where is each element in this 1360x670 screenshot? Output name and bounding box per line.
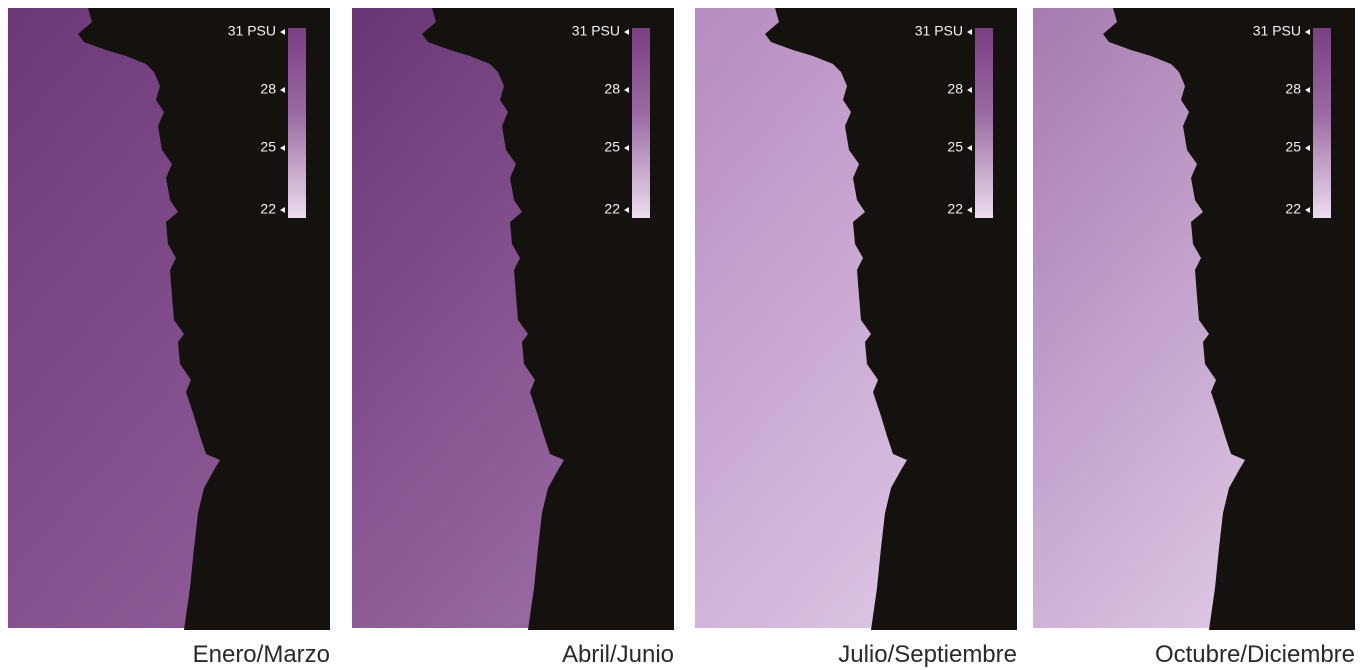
map-figure: 31 PSU 28 25 22 Enero/Marzo 31 PSU 28 25 22 Abril…	[0, 0, 1360, 670]
colorbar-label: 22	[604, 201, 620, 217]
colorbar	[632, 28, 650, 218]
colorbar-label: 31 PSU	[915, 23, 963, 39]
map-panel: 31 PSU 28 25 22	[1033, 8, 1355, 630]
caption: Julio/Septiembre	[838, 641, 1017, 668]
colorbar-label: 28	[604, 81, 620, 97]
colorbar-label: 28	[1285, 81, 1301, 97]
map-panel: 31 PSU 28 25 22	[352, 8, 674, 630]
colorbar-label: 22	[260, 201, 276, 217]
colorbar	[1313, 28, 1331, 218]
colorbar-label: 28	[947, 81, 963, 97]
colorbar-label: 25	[604, 139, 620, 155]
colorbar-label: 25	[260, 139, 276, 155]
caption: Abril/Junio	[562, 641, 674, 668]
colorbar-label: 28	[260, 81, 276, 97]
colorbar-label: 31 PSU	[572, 23, 620, 39]
colorbar	[975, 28, 993, 218]
map-panel: 31 PSU 28 25 22	[8, 8, 330, 630]
colorbar	[288, 28, 306, 218]
colorbar-label: 25	[947, 139, 963, 155]
colorbar-label: 31 PSU	[228, 23, 276, 39]
map-panel: 31 PSU 28 25 22	[695, 8, 1017, 630]
colorbar-label: 31 PSU	[1253, 23, 1301, 39]
colorbar-label: 22	[1285, 201, 1301, 217]
caption: Octubre/Diciembre	[1155, 641, 1355, 668]
colorbar-label: 25	[1285, 139, 1301, 155]
caption: Enero/Marzo	[193, 641, 330, 668]
colorbar-label: 22	[947, 201, 963, 217]
